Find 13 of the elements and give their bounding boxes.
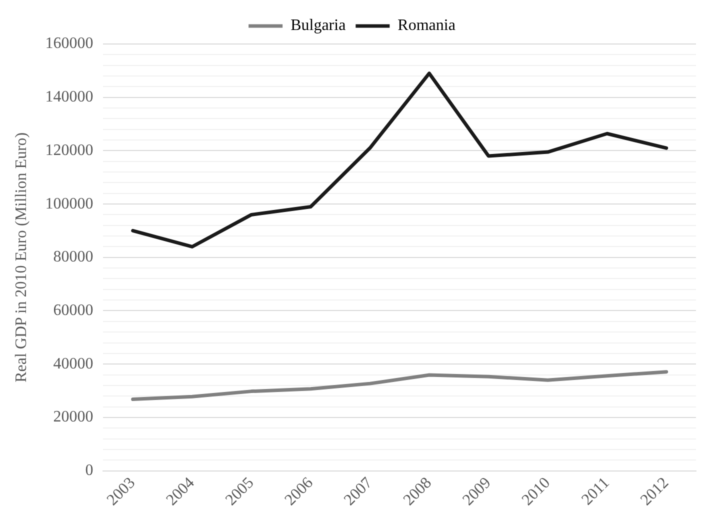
legend-label: Bulgaria — [290, 17, 346, 34]
y-tick-label: 100000 — [45, 195, 94, 212]
y-tick-label: 120000 — [45, 142, 94, 159]
y-tick-label: 140000 — [45, 88, 94, 106]
legend-label: Romania — [398, 17, 456, 34]
y-tick-label: 160000 — [45, 35, 94, 52]
y-tick-label: 40000 — [53, 355, 94, 372]
y-axis-title: Real GDP in 2010 Euro (Million Euro) — [12, 132, 30, 382]
y-tick-label: 60000 — [53, 302, 94, 319]
x-tick-label: 2011 — [578, 474, 613, 509]
y-tick-label: 0 — [85, 462, 94, 479]
y-tick-label: 20000 — [53, 408, 94, 426]
y-tick-label: 80000 — [53, 248, 94, 266]
